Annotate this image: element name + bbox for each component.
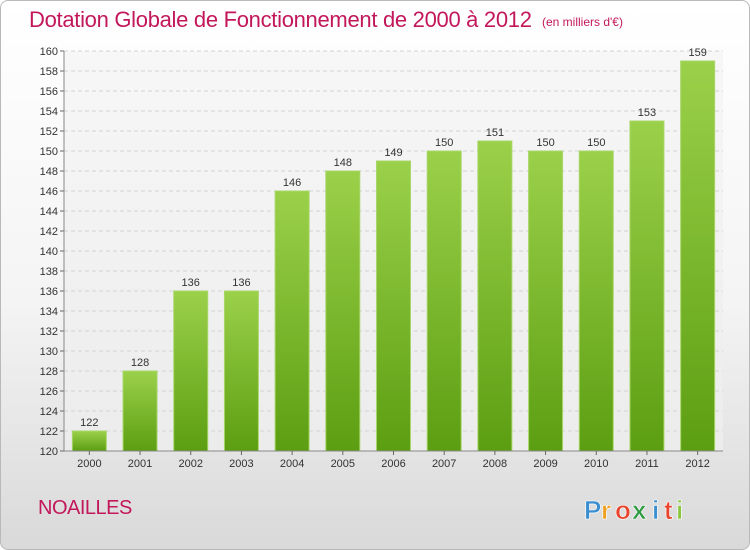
y-tick-label: 158 — [40, 66, 58, 78]
brand-letter: i — [652, 495, 659, 525]
y-tick-label: 138 — [40, 266, 58, 278]
bar — [274, 190, 310, 452]
bar-chart: 120 122 124 126 128 130 132 134 136 138 140 142 144 1… — [40, 46, 723, 470]
brand-letter: r — [601, 495, 611, 525]
brand-letter: o — [615, 495, 631, 525]
x-tick-label: 2000 — [77, 458, 101, 470]
x-tick-label: 2004 — [280, 458, 304, 470]
chart-unit-label: (en milliers d'€) — [542, 15, 623, 29]
brand-letter: P — [584, 495, 601, 525]
y-tick-label: 146 — [40, 186, 58, 198]
y-tick-label: 128 — [40, 366, 58, 378]
chart-title: Dotation Globale de Fonctionnement de 20… — [29, 7, 532, 32]
x-tick-label: 2010 — [584, 458, 608, 470]
bar — [629, 120, 665, 452]
y-tick-label: 144 — [40, 206, 58, 218]
y-tick-label: 140 — [40, 246, 58, 258]
y-tick-label: 150 — [40, 146, 58, 158]
bar — [376, 160, 411, 452]
bar-value-label: 149 — [384, 147, 402, 159]
y-tick-label: 134 — [40, 306, 58, 318]
x-tick-label: 2002 — [178, 458, 202, 470]
y-tick-label: 126 — [40, 386, 58, 398]
bar-series: 122 128 136 136 146 148 149 150 151 150 150 153 159 — [71, 47, 716, 452]
x-tick-label: 2001 — [128, 458, 152, 470]
x-tick-label: 2008 — [483, 458, 507, 470]
bar — [223, 290, 259, 452]
bar — [477, 140, 513, 452]
x-tick-label: 2012 — [685, 458, 709, 470]
bar-value-label: 146 — [283, 177, 301, 189]
bar — [325, 170, 361, 452]
x-tick-label: 2003 — [229, 458, 253, 470]
bar-value-label: 150 — [536, 137, 554, 149]
x-tick-label: 2007 — [432, 458, 456, 470]
y-tick-label: 148 — [40, 166, 58, 178]
y-tick-label: 142 — [40, 226, 58, 238]
bar-value-label: 128 — [131, 357, 149, 369]
y-axis: 120 122 124 126 128 130 132 134 136 138 140 142 144 1… — [40, 46, 65, 458]
x-axis: 2000 2001 2002 2003 2004 2005 2006 2007 2008 2009… — [64, 450, 723, 470]
bar — [528, 150, 564, 452]
bar-value-label: 150 — [587, 137, 605, 149]
brand-letter: i — [676, 495, 683, 525]
brand-letter: x — [632, 495, 647, 525]
y-tick-label: 152 — [40, 126, 58, 138]
y-tick-label: 124 — [40, 406, 58, 418]
y-tick-label: 130 — [40, 346, 58, 358]
x-tick-label: 2011 — [635, 458, 659, 470]
y-tick-label: 136 — [40, 286, 58, 298]
commune-name: NOAILLES — [38, 497, 132, 519]
bar-value-label: 159 — [688, 47, 706, 59]
bar — [680, 60, 716, 452]
bar-value-label: 150 — [435, 137, 453, 149]
bar — [122, 370, 158, 452]
bar-value-label: 153 — [638, 107, 656, 119]
y-tick-label: 160 — [40, 46, 58, 58]
x-tick-label: 2009 — [533, 458, 557, 470]
bar-value-label: 122 — [80, 417, 98, 429]
bar — [71, 430, 107, 452]
bar-value-label: 151 — [486, 127, 504, 139]
y-tick-label: 120 — [40, 446, 58, 458]
bar — [173, 290, 209, 452]
bar — [578, 150, 614, 452]
y-tick-label: 122 — [40, 426, 58, 438]
y-tick-label: 132 — [40, 326, 58, 338]
brand-letter: t — [664, 495, 673, 525]
bar-value-label: 136 — [182, 277, 200, 289]
y-tick-label: 156 — [40, 86, 58, 98]
bar-value-label: 148 — [334, 157, 352, 169]
x-tick-label: 2006 — [381, 458, 405, 470]
x-tick-label: 2005 — [331, 458, 355, 470]
bar — [426, 150, 462, 452]
bar-value-label: 136 — [232, 277, 250, 289]
y-tick-label: 154 — [40, 106, 58, 118]
